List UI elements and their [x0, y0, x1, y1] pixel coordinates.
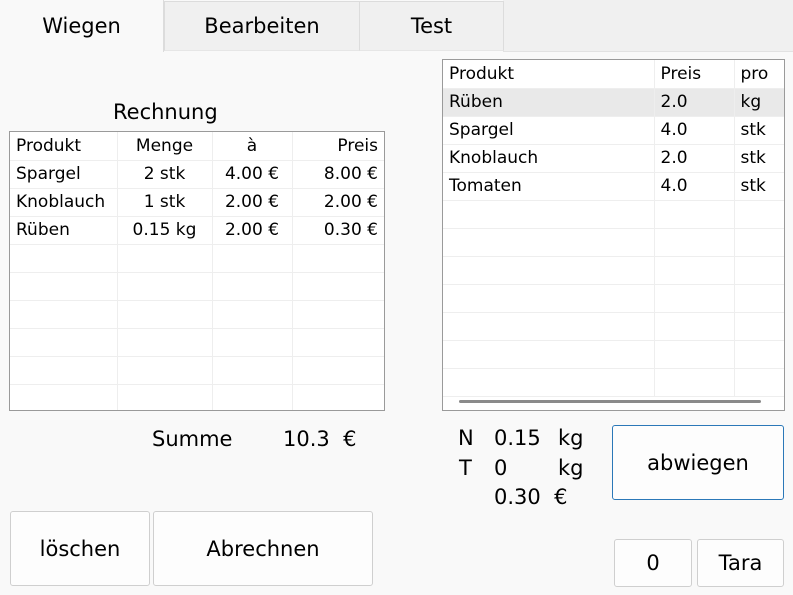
tab-bearbeiten[interactable]: Bearbeiten: [164, 1, 360, 51]
tare-label: T: [459, 456, 472, 480]
product-table-scrollbar[interactable]: [459, 400, 761, 403]
invoice-cell-product: Spargel: [10, 160, 118, 189]
product-row[interactable]: Knoblauch 2.0 stk: [443, 144, 784, 173]
product-row-selected[interactable]: Rüben 2.0 kg: [443, 88, 784, 117]
weigh-button[interactable]: abwiegen: [612, 425, 784, 500]
product-row[interactable]: Tomaten 4.0 stk: [443, 172, 784, 201]
invoice-cell-qty: 1 stk: [117, 188, 213, 217]
product-row[interactable]: Spargel 4.0 stk: [443, 116, 784, 145]
invoice-col-price: Preis: [292, 132, 384, 161]
invoice-cell-qty: 2 stk: [117, 160, 213, 189]
sum-value: 10.3 €: [283, 427, 357, 451]
weighed-price: 0.30 €: [494, 485, 568, 509]
tab-bar: Wiegen Bearbeiten Test: [0, 0, 793, 52]
net-unit: kg: [558, 426, 584, 450]
tare-unit: kg: [558, 456, 584, 480]
product-cell-unit: kg: [734, 88, 784, 117]
empty-row: [443, 368, 784, 397]
product-cell-name: Spargel: [443, 116, 655, 145]
invoice-row[interactable]: Spargel 2 stk 4.00 € 8.00 €: [10, 160, 384, 189]
product-cell-unit: stk: [734, 116, 784, 145]
empty-row: [443, 284, 784, 313]
empty-row: [10, 356, 384, 385]
invoice-cell-unit-price: 2.00 €: [212, 216, 293, 245]
tab-bar-filler: [503, 0, 793, 52]
empty-row: [10, 272, 384, 301]
tare-value: 0: [494, 456, 508, 480]
empty-row: [443, 256, 784, 285]
product-header-row: Produkt Preis pro: [443, 60, 784, 89]
invoice-cell-product: Rüben: [10, 216, 118, 245]
empty-row: [443, 312, 784, 341]
product-col-price: Preis: [654, 60, 735, 89]
invoice-cell-price: 8.00 €: [292, 160, 384, 189]
product-cell-price: 2.0: [654, 144, 735, 173]
invoice-cell-unit-price: 4.00 €: [212, 160, 293, 189]
invoice-col-qty: Menge: [117, 132, 213, 161]
empty-row: [10, 384, 384, 410]
invoice-col-unit-price: à: [212, 132, 293, 161]
tab-wiegen[interactable]: Wiegen: [0, 0, 164, 52]
tab-test[interactable]: Test: [359, 1, 504, 51]
checkout-button[interactable]: Abrechnen: [153, 511, 373, 586]
invoice-cell-price: 2.00 €: [292, 188, 384, 217]
sum-label: Summe: [152, 427, 233, 451]
invoice-col-product: Produkt: [10, 132, 118, 161]
product-cell-price: 2.0: [654, 88, 735, 117]
net-label: N: [458, 426, 474, 450]
zero-button[interactable]: 0: [614, 539, 692, 587]
invoice-row[interactable]: Knoblauch 1 stk 2.00 € 2.00 €: [10, 188, 384, 217]
empty-row: [443, 340, 784, 369]
invoice-cell-product: Knoblauch: [10, 188, 118, 217]
product-cell-name: Rüben: [443, 88, 655, 117]
invoice-row[interactable]: Rüben 0.15 kg 2.00 € 0.30 €: [10, 216, 384, 245]
invoice-header-row: Produkt Menge à Preis: [10, 132, 384, 161]
invoice-table[interactable]: Produkt Menge à Preis Spargel 2 stk 4.00…: [9, 131, 385, 411]
empty-row: [443, 228, 784, 257]
delete-button[interactable]: löschen: [10, 511, 150, 586]
tara-button[interactable]: Tara: [697, 539, 784, 587]
invoice-cell-unit-price: 2.00 €: [212, 188, 293, 217]
invoice-title: Rechnung: [113, 100, 218, 124]
product-cell-unit: stk: [734, 144, 784, 173]
product-col-unit: pro: [734, 60, 784, 89]
product-cell-price: 4.0: [654, 116, 735, 145]
invoice-cell-price: 0.30 €: [292, 216, 384, 245]
product-cell-price: 4.0: [654, 172, 735, 201]
empty-row: [10, 328, 384, 357]
invoice-cell-qty: 0.15 kg: [117, 216, 213, 245]
empty-row: [10, 300, 384, 329]
net-value: 0.15: [494, 426, 541, 450]
product-table[interactable]: Produkt Preis pro Rüben 2.0 kg Spargel 4…: [442, 59, 785, 411]
product-cell-name: Tomaten: [443, 172, 655, 201]
product-col-name: Produkt: [443, 60, 655, 89]
product-cell-unit: stk: [734, 172, 784, 201]
product-cell-name: Knoblauch: [443, 144, 655, 173]
empty-row: [10, 244, 384, 273]
empty-row: [443, 200, 784, 229]
